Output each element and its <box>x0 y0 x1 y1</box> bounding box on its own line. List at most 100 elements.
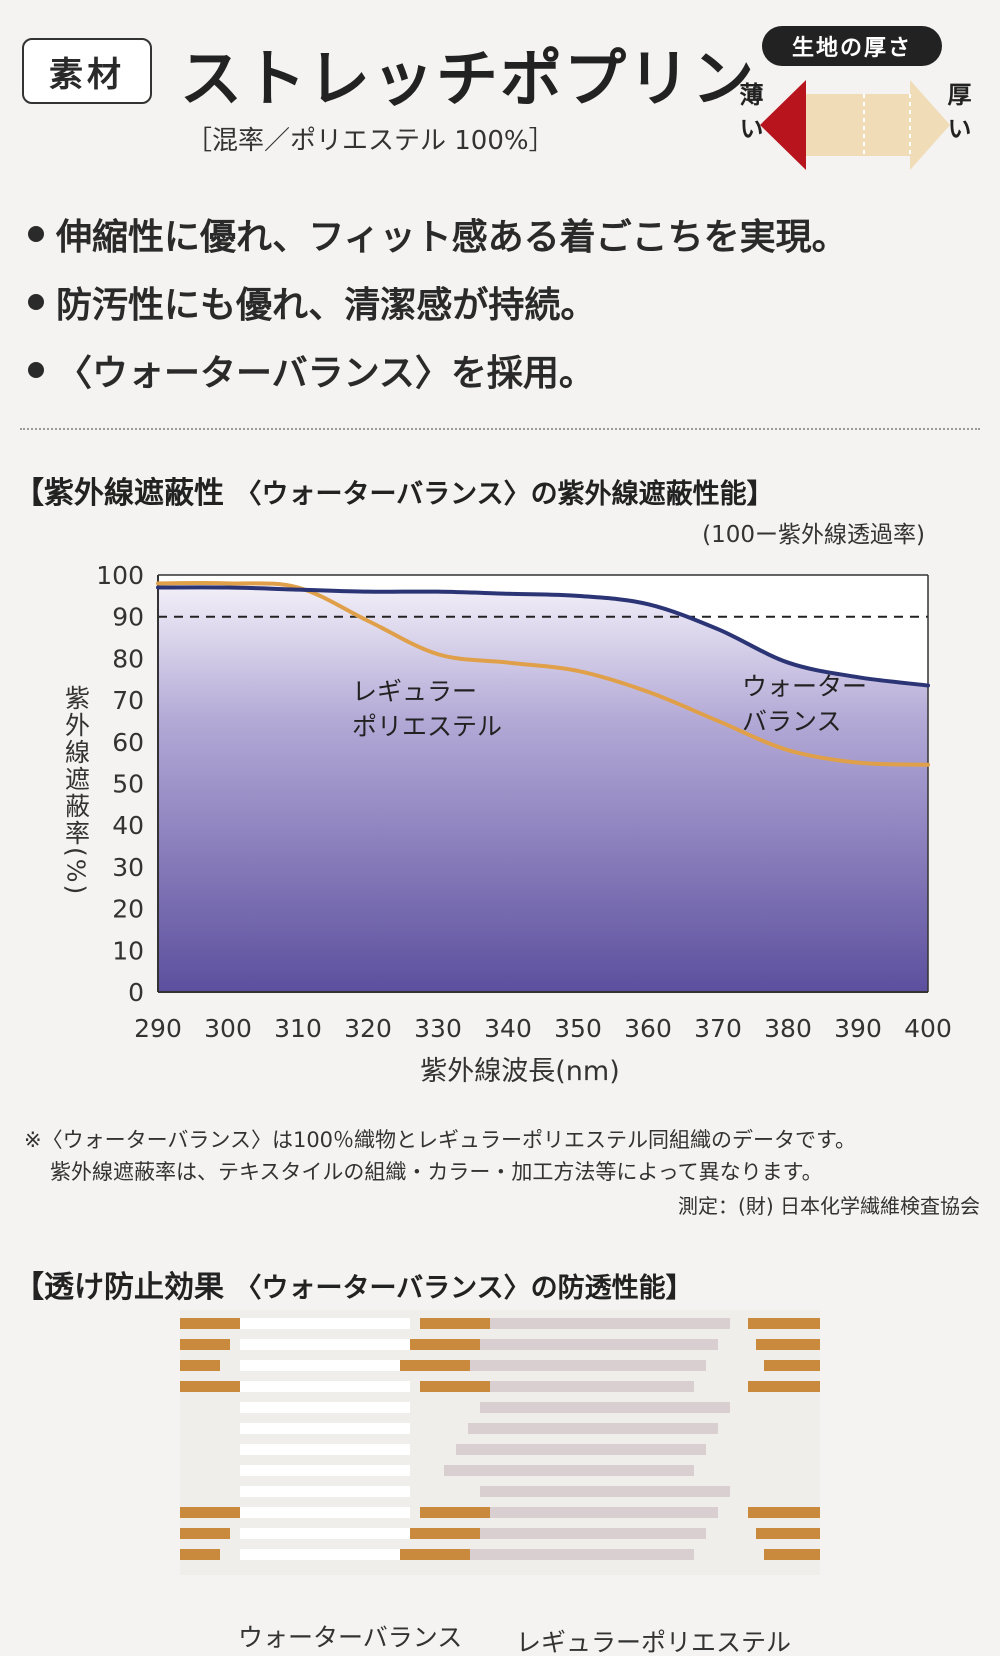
fabric-stripe <box>240 1528 410 1539</box>
series-label: バランス <box>742 707 842 736</box>
y-axis-label: 紫外線遮蔽率(%) <box>62 685 91 896</box>
x-tick-label: 370 <box>694 1014 742 1043</box>
fabric-comparison-image <box>180 1310 820 1575</box>
x-tick-label: 350 <box>554 1014 602 1043</box>
y-tick-label: 70 <box>112 686 144 715</box>
feature-list: 伸縮性に優れ、フィット感ある着ごこちを実現。 防汚性にも優れ、清潔感が持続。 〈… <box>20 200 980 404</box>
y-axis-note: (100ー紫外線透過率) <box>702 522 925 548</box>
thickness-arrow-icon <box>760 80 950 170</box>
fabric-stripe <box>444 1465 694 1476</box>
thick-label: 厚い <box>943 82 971 150</box>
fabric-stripe <box>756 1339 820 1350</box>
fabric-stripe <box>764 1360 820 1371</box>
fabric-stripe <box>444 1381 694 1392</box>
bullet-icon <box>28 362 44 378</box>
fabric-stripe <box>444 1549 694 1560</box>
fabric-stripe <box>456 1444 706 1455</box>
series-label: ウォーター <box>742 672 867 701</box>
fabric-stripe <box>240 1549 410 1560</box>
fabric-stripe <box>400 1549 470 1560</box>
fabric-stripe <box>180 1528 230 1539</box>
x-tick-label: 290 <box>134 1014 182 1043</box>
bullet-icon <box>28 294 44 310</box>
series-label: レギュラー <box>352 677 477 706</box>
fabric-stripe <box>180 1549 220 1560</box>
fabric-stripe <box>180 1318 240 1329</box>
fabric-stripe <box>240 1486 410 1497</box>
fabric-stripe <box>240 1423 410 1434</box>
fabric-stripe <box>180 1381 240 1392</box>
thickness-badge: 生地の厚さ <box>762 26 942 66</box>
y-tick-label: 0 <box>128 978 144 1007</box>
seethrough-section-title: 【透け防止効果 〈ウォーターバランス〉の防透性能】 <box>14 1270 693 1305</box>
fabric-stripe <box>240 1444 410 1455</box>
fabric-stripe <box>410 1339 480 1350</box>
fabric-label-left: ウォーターバランス <box>238 1623 463 1652</box>
fabric-stripe <box>480 1318 730 1329</box>
y-tick-label: 10 <box>112 936 144 965</box>
fabric-stripe <box>748 1507 820 1518</box>
fabric-stripe <box>180 1507 240 1518</box>
fabric-stripe <box>240 1360 410 1371</box>
y-tick-label: 60 <box>112 728 144 757</box>
y-tick-label: 20 <box>112 895 144 924</box>
fabric-stripe <box>764 1549 820 1560</box>
fabric-label-right: レギュラーポリエステル <box>516 1628 792 1656</box>
material-tag: 素材 <box>22 38 152 104</box>
fabric-stripe <box>410 1528 480 1539</box>
x-tick-label: 380 <box>764 1014 812 1043</box>
series-label: ポリエステル <box>352 712 502 741</box>
fabric-stripe <box>456 1360 706 1371</box>
thin-label: 薄い <box>735 82 763 150</box>
footnote-1: ※〈ウォーターバランス〉は100％織物とレギュラーポリエステル同組織のデータです… <box>24 1128 856 1152</box>
x-axis-label: 紫外線波長(nm) <box>420 1056 619 1087</box>
fabric-stripe <box>180 1339 230 1350</box>
plot-area: 0 10 20 30 40 50 60 70 80 90 100 290 300 310 320 330 340… <box>62 561 952 1043</box>
x-tick-label: 330 <box>414 1014 462 1043</box>
fabric-stripe <box>240 1465 410 1476</box>
y-tick-label: 80 <box>112 644 144 673</box>
fabric-stripe <box>400 1360 470 1371</box>
x-tick-label: 400 <box>904 1014 952 1043</box>
x-tick-label: 310 <box>274 1014 322 1043</box>
measurement-source: 測定：(財) 日本化学繊維検査協会 <box>678 1194 980 1218</box>
feature-item: 防汚性にも優れ、清潔感が持続。 <box>20 268 980 336</box>
uv-shielding-chart: (100ー紫外線透過率) 0 10 20 30 40 50 60 70 80 90 100 290 30… <box>62 522 952 1087</box>
x-tick-label: 340 <box>484 1014 532 1043</box>
fabric-stripe <box>468 1339 718 1350</box>
dotted-divider <box>20 428 980 430</box>
series-line <box>156 581 930 767</box>
x-tick-label: 390 <box>834 1014 882 1043</box>
fabric-stripe <box>240 1318 410 1329</box>
product-title: ストレッチポプリン <box>180 42 757 115</box>
blend-ratio: ［混率／ポリエステル 100%］ <box>186 126 555 156</box>
y-tick-label: 40 <box>112 811 144 840</box>
y-tick-label: 30 <box>112 853 144 882</box>
fabric-stripe <box>468 1423 718 1434</box>
uv-section-title: 【紫外線遮蔽性 〈ウォーターバランス〉の紫外線遮蔽性能】 <box>14 476 774 511</box>
fabric-stripe <box>756 1528 820 1539</box>
plot-top-fill <box>158 575 928 686</box>
fabric-stripe <box>240 1507 410 1518</box>
fabric-stripe <box>480 1402 730 1413</box>
bullet-icon <box>28 226 44 242</box>
fabric-stripe <box>420 1381 490 1392</box>
fabric-stripe <box>468 1507 718 1518</box>
feature-item: 〈ウォーターバランス〉を採用。 <box>20 336 980 404</box>
x-tick-label: 320 <box>344 1014 392 1043</box>
fabric-stripe <box>480 1486 730 1497</box>
footnote-2: 紫外線遮蔽率は、テキスタイルの組織・カラー・加工方法等によって異なります。 <box>50 1160 823 1184</box>
y-tick-label: 90 <box>112 603 144 632</box>
y-tick-label: 50 <box>112 770 144 799</box>
y-tick-label: 100 <box>96 561 144 590</box>
fabric-stripe <box>748 1318 820 1329</box>
fabric-stripe <box>240 1381 410 1392</box>
x-tick-label: 360 <box>624 1014 672 1043</box>
fabric-stripe <box>420 1318 490 1329</box>
fabric-stripe <box>180 1360 220 1371</box>
x-tick-label: 300 <box>204 1014 252 1043</box>
fabric-stripe <box>420 1507 490 1518</box>
fabric-stripe <box>240 1339 410 1350</box>
fabric-stripe <box>748 1381 820 1392</box>
